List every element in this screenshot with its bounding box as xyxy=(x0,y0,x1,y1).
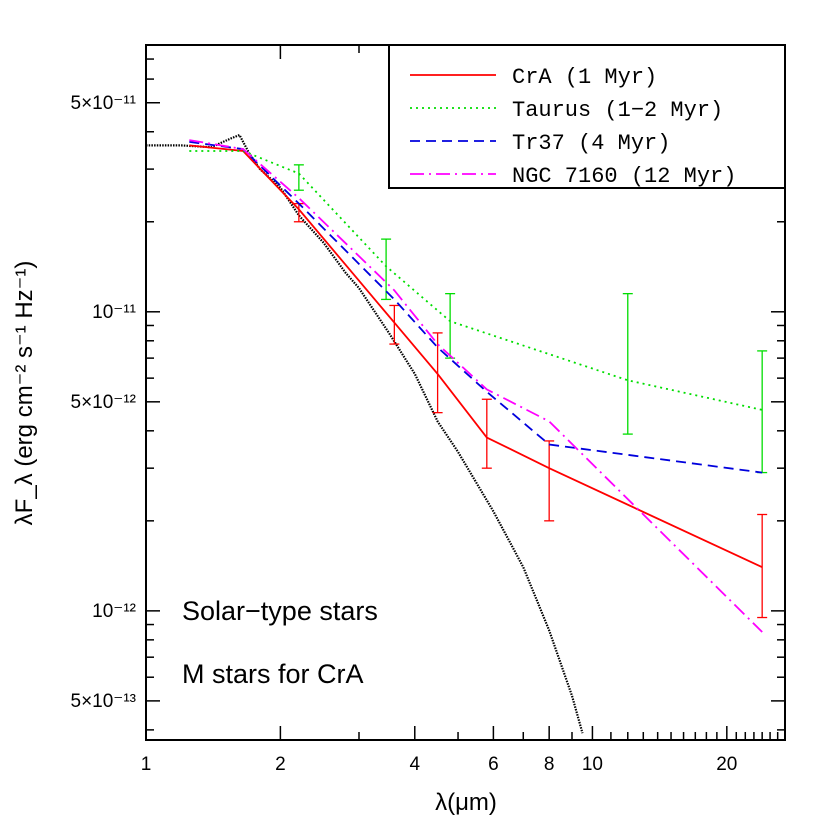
annotation-solar-type: Solar−type stars xyxy=(182,596,378,626)
y-tick-label: 10⁻¹¹ xyxy=(92,302,136,323)
legend-box xyxy=(388,44,786,189)
legend: CrA (1 Myr) Taurus (1−2 Myr) Tr37 (4 Myr) N… xyxy=(388,44,786,189)
x-tick-labels: 1 2 4 6 8 10 20 xyxy=(141,754,738,775)
x-axis-label: λ(μm) xyxy=(435,789,497,816)
legend-label-taurus: Taurus (1−2 Myr) xyxy=(512,98,723,123)
x-tick-label: 1 xyxy=(141,754,152,775)
x-tick-label: 4 xyxy=(409,754,420,775)
x-tick-label: 10 xyxy=(582,754,603,775)
series-line-tr37 xyxy=(189,141,763,474)
photosphere-curve xyxy=(146,133,584,734)
plot-frame xyxy=(145,44,786,741)
x-tick-label: 8 xyxy=(544,754,555,775)
legend-label-cra: CrA (1 Myr) xyxy=(512,65,657,90)
y-tick-label: 10⁻¹² xyxy=(92,601,136,622)
y-tick-labels: 5×10⁻¹¹ 10⁻¹¹ 5×10⁻¹² 10⁻¹² 5×10⁻¹³ xyxy=(71,93,136,712)
legend-label-tr37: Tr37 (4 Myr) xyxy=(512,131,670,156)
plot-area xyxy=(146,133,768,734)
y-tick-label: 5×10⁻¹³ xyxy=(71,691,136,712)
y-axis-label: λF_λ (erg cm⁻² s⁻¹ Hz⁻¹) xyxy=(11,261,38,526)
x-tick-label: 20 xyxy=(716,754,737,775)
y-tick-label: 5×10⁻¹² xyxy=(71,392,136,413)
x-tick-label: 2 xyxy=(275,754,286,775)
series-line-taurus xyxy=(189,150,763,411)
series-line-cra xyxy=(189,144,763,569)
series-line-ngc xyxy=(189,139,763,633)
annotation-m-stars: M stars for CrA xyxy=(182,659,364,689)
x-tick-label: 6 xyxy=(488,754,499,775)
y-tick-label: 5×10⁻¹¹ xyxy=(71,93,136,114)
legend-label-ngc: NGC 7160 (12 Myr) xyxy=(512,164,736,189)
